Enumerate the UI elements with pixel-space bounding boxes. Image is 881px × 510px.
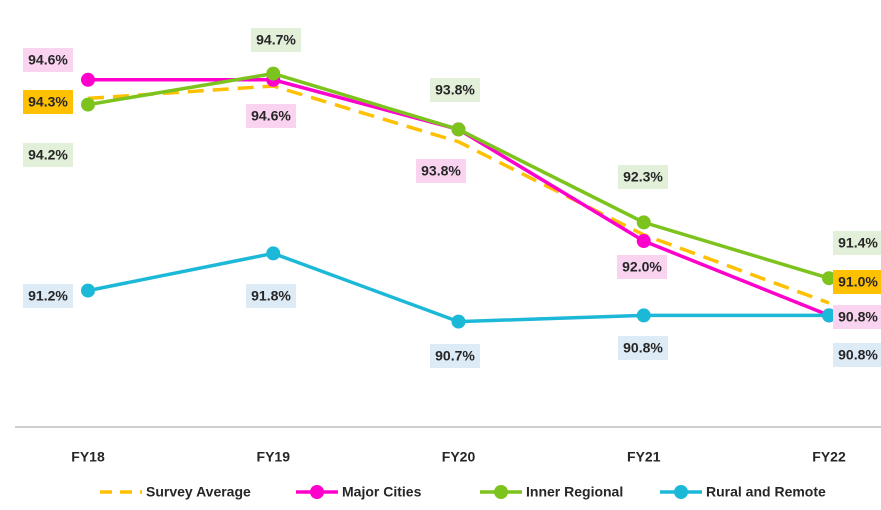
data-label: 91.4% <box>833 231 881 255</box>
data-label-bg <box>833 270 881 294</box>
data-label-text: 90.7% <box>435 348 475 364</box>
data-label-text: 91.2% <box>28 288 68 304</box>
data-label-bg <box>618 336 668 360</box>
data-label-text: 94.6% <box>251 108 291 124</box>
data-label: 94.7% <box>251 28 301 52</box>
data-label-bg <box>618 165 668 189</box>
data-label-text: 93.8% <box>435 82 475 98</box>
data-label: 93.8% <box>430 78 480 102</box>
legend-label: Major Cities <box>342 484 422 500</box>
data-label: 94.2% <box>23 143 73 167</box>
series-line <box>87 84 830 305</box>
legend-marker <box>674 485 688 499</box>
data-point <box>81 283 95 298</box>
data-label-bg <box>246 284 296 308</box>
legend-marker <box>310 485 324 499</box>
data-label-bg <box>246 104 296 128</box>
data-point <box>451 122 466 137</box>
data-label-bg <box>430 78 480 102</box>
data-label: 94.3% <box>23 90 73 114</box>
data-label-bg <box>416 159 466 183</box>
x-tick-label: FY20 <box>442 449 476 465</box>
legend-label: Survey Average <box>146 484 251 500</box>
legend-marker <box>494 485 508 499</box>
data-label-text: 92.3% <box>623 169 663 185</box>
data-label: 90.8% <box>833 343 881 367</box>
data-label: 90.7% <box>430 344 480 368</box>
data-point <box>266 66 281 81</box>
x-tick-label: FY22 <box>812 449 846 465</box>
data-label-bg <box>23 90 73 114</box>
data-label: 94.6% <box>246 104 296 128</box>
data-point <box>636 234 651 248</box>
data-point <box>822 271 836 286</box>
data-label: 90.8% <box>618 336 668 360</box>
data-label-text: 90.8% <box>623 340 663 356</box>
data-point <box>81 97 95 112</box>
data-label: 91.0% <box>833 270 881 294</box>
x-tick-label: FY21 <box>627 449 661 465</box>
data-label-bg <box>23 284 73 308</box>
legend-label: Rural and Remote <box>706 484 826 500</box>
data-label-bg <box>833 231 881 255</box>
series-line <box>88 78 830 318</box>
data-point <box>822 308 836 323</box>
data-label-bg <box>23 143 73 167</box>
data-label-bg <box>617 255 667 279</box>
data-label-text: 90.8% <box>838 347 878 363</box>
data-label-text: 94.7% <box>256 32 296 48</box>
data-label-text: 93.8% <box>421 163 461 179</box>
data-label: 93.8% <box>416 159 466 183</box>
legend-label: Inner Regional <box>526 484 623 500</box>
data-label-text: 94.2% <box>28 147 68 163</box>
data-label-bg <box>23 48 73 72</box>
data-label-text: 90.8% <box>838 309 878 325</box>
data-label-text: 94.6% <box>28 52 68 68</box>
data-label-bg <box>833 343 881 367</box>
x-tick-label: FY18 <box>71 449 105 465</box>
data-label: 90.8% <box>833 305 881 329</box>
data-label-text: 91.8% <box>251 288 291 304</box>
data-point <box>636 215 651 230</box>
data-point <box>266 246 281 261</box>
data-label-text: 91.4% <box>838 235 878 251</box>
data-label: 91.8% <box>246 284 296 308</box>
data-label-text: 91.0% <box>838 274 878 290</box>
data-label: 92.0% <box>617 255 667 279</box>
data-label-bg <box>833 305 881 329</box>
data-label-text: 94.3% <box>28 94 68 110</box>
data-label-text: 92.0% <box>622 259 662 275</box>
data-point <box>81 72 95 87</box>
data-label-bg <box>251 28 301 52</box>
data-point <box>451 314 466 329</box>
data-label: 94.6% <box>23 48 73 72</box>
x-tick-label: FY19 <box>257 449 291 465</box>
data-label: 91.2% <box>23 284 73 308</box>
data-label-bg <box>430 344 480 368</box>
data-label: 92.3% <box>618 165 668 189</box>
data-point <box>636 308 651 323</box>
